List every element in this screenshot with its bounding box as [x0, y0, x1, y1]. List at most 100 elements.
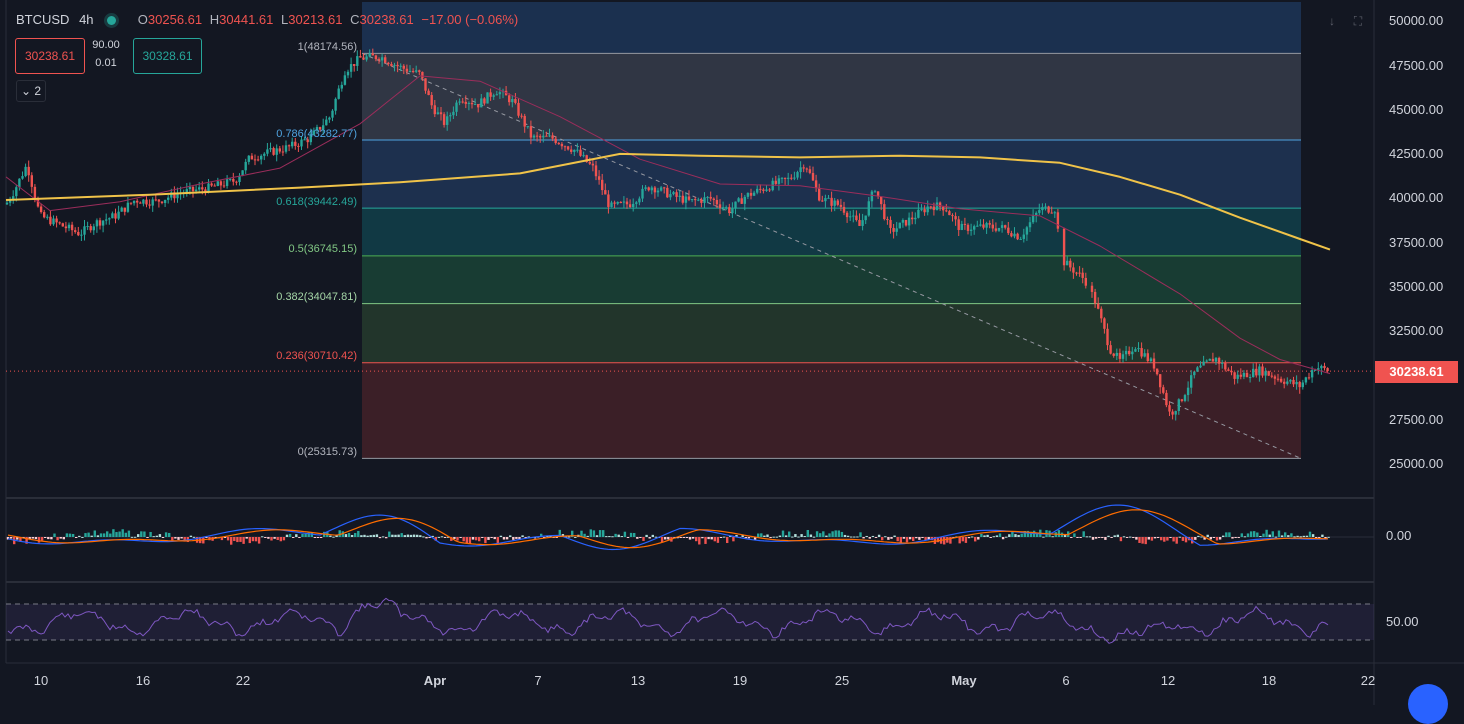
- indicators-collapse-button[interactable]: ⌄ 2: [16, 80, 46, 102]
- macd-histogram-bar: [1265, 529, 1268, 537]
- chat-icon[interactable]: [1408, 684, 1448, 724]
- candle-body: [1031, 215, 1035, 223]
- macd-histogram-bar: [791, 536, 794, 538]
- macd-histogram-bar: [465, 537, 468, 544]
- candle-body: [477, 104, 480, 108]
- macd-histogram-bar: [602, 530, 605, 537]
- macd-histogram-bar: [620, 536, 623, 538]
- candle-body: [641, 188, 644, 199]
- candle-body: [256, 159, 260, 161]
- candle-body: [291, 141, 294, 147]
- candle-body: [247, 155, 250, 162]
- candle-body: [70, 224, 74, 231]
- candle-body: [160, 201, 164, 203]
- macd-histogram-bar: [983, 535, 986, 537]
- candle-body: [415, 70, 418, 72]
- candle-body: [790, 177, 793, 179]
- macd-histogram-bar: [1200, 536, 1203, 538]
- candle-body: [362, 57, 365, 60]
- macd-histogram-bar: [19, 537, 22, 542]
- candle-body: [1097, 303, 1100, 309]
- macd-histogram-bar: [307, 532, 310, 537]
- macd-histogram-bar: [456, 537, 459, 541]
- macd-histogram-bar: [760, 533, 763, 537]
- candle-body: [976, 225, 979, 227]
- macd-histogram-bar: [633, 532, 636, 537]
- download-icon[interactable]: ↓: [1329, 14, 1335, 28]
- candle-body: [765, 189, 768, 191]
- candle-body: [932, 206, 936, 211]
- candle-body: [1174, 411, 1177, 415]
- candle-body: [408, 70, 412, 72]
- candle-body: [275, 148, 278, 155]
- macd-histogram-bar: [1008, 534, 1011, 537]
- macd-histogram-bar: [1119, 537, 1123, 542]
- candle-body: [95, 220, 99, 227]
- macd-histogram-bar: [856, 536, 859, 538]
- symbol-legend[interactable]: BTCUSD 4h O30256.61 H30441.61 L30213.61 …: [16, 12, 518, 27]
- candle-body: [545, 135, 548, 137]
- candle-body: [424, 78, 427, 91]
- macd-histogram-bar: [1293, 536, 1296, 538]
- macd-histogram-bar: [623, 531, 627, 537]
- candle-body: [982, 224, 985, 228]
- macd-histogram-bar: [214, 537, 217, 538]
- macd-histogram-bar: [1181, 537, 1185, 541]
- candle-body: [77, 231, 80, 236]
- macd-histogram-bar: [137, 534, 140, 537]
- candle-body: [954, 216, 957, 220]
- candle-body: [644, 187, 647, 189]
- candle-body: [529, 126, 533, 138]
- candle-body: [985, 223, 988, 228]
- price-tick: 27500.00: [1389, 412, 1444, 427]
- candle-body: [1022, 234, 1025, 239]
- sell-button[interactable]: 30238.61: [15, 38, 85, 74]
- macd-histogram-bar: [837, 530, 840, 537]
- candle-body: [464, 101, 467, 104]
- candle-body: [117, 211, 120, 219]
- lot-size[interactable]: 0.01: [95, 57, 117, 69]
- macd-histogram-bar: [1178, 536, 1181, 538]
- fib-zone: [362, 362, 1301, 459]
- candle-body: [213, 185, 216, 187]
- candle-body: [830, 197, 833, 206]
- candle-body: [393, 64, 396, 66]
- macd-histogram-bar: [471, 537, 475, 540]
- macd-histogram-bar: [1005, 536, 1008, 538]
- buy-button[interactable]: 30328.61: [133, 38, 202, 74]
- candle-body: [498, 92, 502, 95]
- candle-body: [969, 229, 973, 231]
- macd-histogram-bar: [1259, 535, 1262, 537]
- candle-body: [1289, 379, 1292, 382]
- macd-histogram-bar: [1144, 537, 1147, 545]
- macd-histogram-bar: [316, 537, 320, 538]
- candle-body: [780, 177, 784, 179]
- fib-label-0236: 0.236(30710.42): [276, 350, 357, 362]
- macd-histogram-bar: [332, 536, 335, 538]
- macd-histogram-bar: [220, 537, 224, 541]
- macd-histogram-bar: [1296, 535, 1299, 537]
- candle-body: [1292, 379, 1295, 385]
- candle-body: [566, 146, 570, 150]
- candle-body: [687, 196, 691, 200]
- candle-body: [436, 112, 440, 115]
- macd-histogram-bar: [927, 537, 930, 540]
- macd-histogram-bar: [998, 533, 1002, 537]
- macd-histogram-bar: [1082, 531, 1085, 537]
- fib-zone: [362, 303, 1301, 363]
- macd-histogram-bar: [112, 529, 115, 537]
- candle-body: [849, 216, 852, 218]
- fullscreen-icon[interactable]: ⛶: [1353, 14, 1363, 28]
- macd-histogram-bar: [288, 533, 292, 537]
- candle-body: [24, 166, 27, 177]
- macd-histogram-bar: [555, 537, 558, 538]
- candle-body: [1044, 206, 1047, 208]
- candle-body: [917, 209, 920, 218]
- price-chart[interactable]: [0, 0, 1464, 705]
- macd-histogram-bar: [598, 530, 602, 537]
- candle-body: [697, 199, 700, 201]
- macd-histogram-bar: [1023, 530, 1026, 537]
- macd-histogram-bar: [648, 537, 651, 539]
- fib-extension-zone: [362, 2, 1301, 54]
- macd-histogram-bar: [301, 533, 304, 537]
